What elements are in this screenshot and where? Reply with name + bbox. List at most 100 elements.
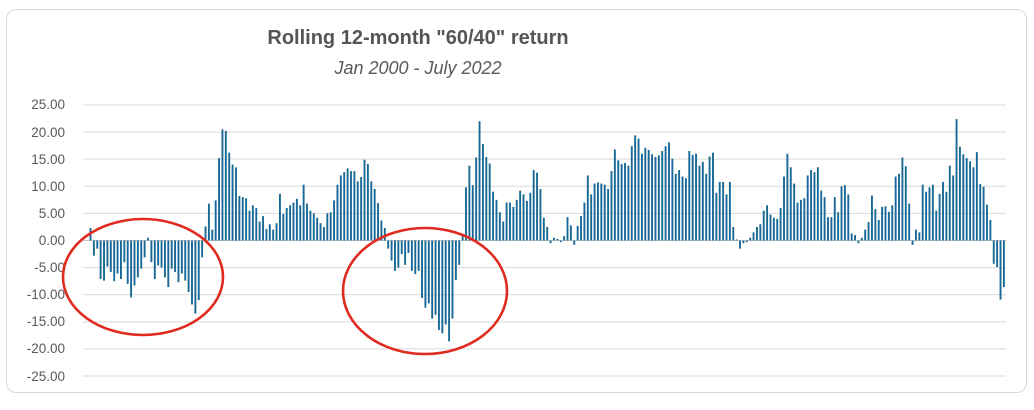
return-bar xyxy=(509,202,511,241)
return-bar xyxy=(877,219,880,241)
return-bar xyxy=(414,240,417,275)
return-bar xyxy=(262,216,264,241)
return-bar xyxy=(634,135,637,241)
return-bar xyxy=(684,178,687,241)
return-bar xyxy=(431,240,434,319)
return-bar xyxy=(573,240,576,245)
return-bar xyxy=(860,237,863,241)
return-bar xyxy=(678,170,681,241)
return-bar xyxy=(434,240,437,315)
return-bar xyxy=(515,199,518,241)
return-bar xyxy=(231,164,234,241)
return-bar xyxy=(752,232,755,241)
chart-subtitle: Jan 2000 - July 2022 xyxy=(334,58,502,78)
return-bar xyxy=(268,224,271,241)
return-bar xyxy=(840,186,843,241)
return-bar xyxy=(688,151,691,241)
return-bar xyxy=(272,229,275,241)
return-bar xyxy=(160,240,163,268)
return-bar xyxy=(397,240,400,268)
return-bar xyxy=(465,187,467,241)
return-bar xyxy=(823,197,826,241)
return-bar xyxy=(640,153,643,241)
return-bar xyxy=(566,217,569,241)
y-axis-tick-label: 5.00 xyxy=(38,205,65,221)
return-bar xyxy=(989,219,992,241)
return-bar xyxy=(911,240,914,245)
return-bar xyxy=(282,213,285,241)
return-bar xyxy=(996,240,999,268)
return-bar xyxy=(894,176,897,241)
return-bar xyxy=(921,184,924,241)
return-bar xyxy=(891,205,894,241)
return-bar xyxy=(647,149,650,241)
return-bar xyxy=(177,240,180,283)
return-bar xyxy=(948,165,951,241)
return-bar xyxy=(664,146,667,241)
return-bar xyxy=(627,165,630,241)
return-bar xyxy=(850,233,853,241)
return-bar xyxy=(874,209,877,241)
return-bar xyxy=(184,240,187,281)
return-bar xyxy=(147,237,149,241)
return-bar xyxy=(471,185,474,241)
return-bar xyxy=(136,240,139,278)
return-bar xyxy=(772,217,775,241)
return-bar xyxy=(833,197,836,241)
return-bar xyxy=(103,240,105,281)
return-bar xyxy=(329,212,332,241)
return-bar xyxy=(387,240,390,249)
return-bar xyxy=(302,184,305,241)
return-bar xyxy=(221,129,224,241)
return-bar xyxy=(695,153,697,241)
return-bar xyxy=(942,181,944,241)
return-bar xyxy=(749,237,752,241)
return-bar xyxy=(417,240,420,271)
return-bar xyxy=(92,240,95,256)
return-bar xyxy=(613,149,616,241)
return-bar xyxy=(309,210,312,241)
return-bar xyxy=(745,240,748,243)
annotation-ellipse xyxy=(341,226,509,356)
return-bar xyxy=(153,240,156,279)
return-bar xyxy=(299,205,302,241)
return-bar xyxy=(224,131,227,241)
return-bar xyxy=(438,240,440,330)
return-bar xyxy=(373,189,376,241)
return-bar xyxy=(512,206,515,241)
return-bar xyxy=(776,218,779,241)
return-bar xyxy=(569,225,572,241)
return-bar xyxy=(532,170,535,241)
return-bar xyxy=(478,121,481,241)
return-bar xyxy=(617,160,620,241)
return-bar xyxy=(908,203,911,241)
return-bar xyxy=(786,153,789,241)
return-bar xyxy=(427,240,430,304)
return-bar xyxy=(671,158,674,241)
return-bar xyxy=(265,229,268,241)
return-bar xyxy=(360,177,363,241)
return-bar xyxy=(481,144,484,241)
return-bar xyxy=(441,240,444,334)
return-bar xyxy=(583,202,586,241)
return-bar xyxy=(123,240,126,263)
return-bar xyxy=(211,229,214,241)
return-bar xyxy=(370,181,373,241)
return-bar xyxy=(241,197,244,241)
return-bar xyxy=(799,199,802,241)
return-bar xyxy=(333,200,336,241)
return-bar xyxy=(163,240,166,278)
return-bar xyxy=(580,216,582,241)
return-bar xyxy=(458,240,461,265)
return-bar xyxy=(881,206,884,241)
return-bar xyxy=(130,240,133,298)
return-bar xyxy=(326,213,329,241)
y-axis-tick-label: -10.00 xyxy=(26,287,65,303)
return-bar xyxy=(864,229,867,241)
return-bar xyxy=(143,240,146,258)
return-bar xyxy=(492,191,495,241)
return-bar xyxy=(400,240,403,255)
return-bar xyxy=(654,157,657,241)
return-bar xyxy=(140,240,143,269)
return-bar xyxy=(630,146,633,241)
